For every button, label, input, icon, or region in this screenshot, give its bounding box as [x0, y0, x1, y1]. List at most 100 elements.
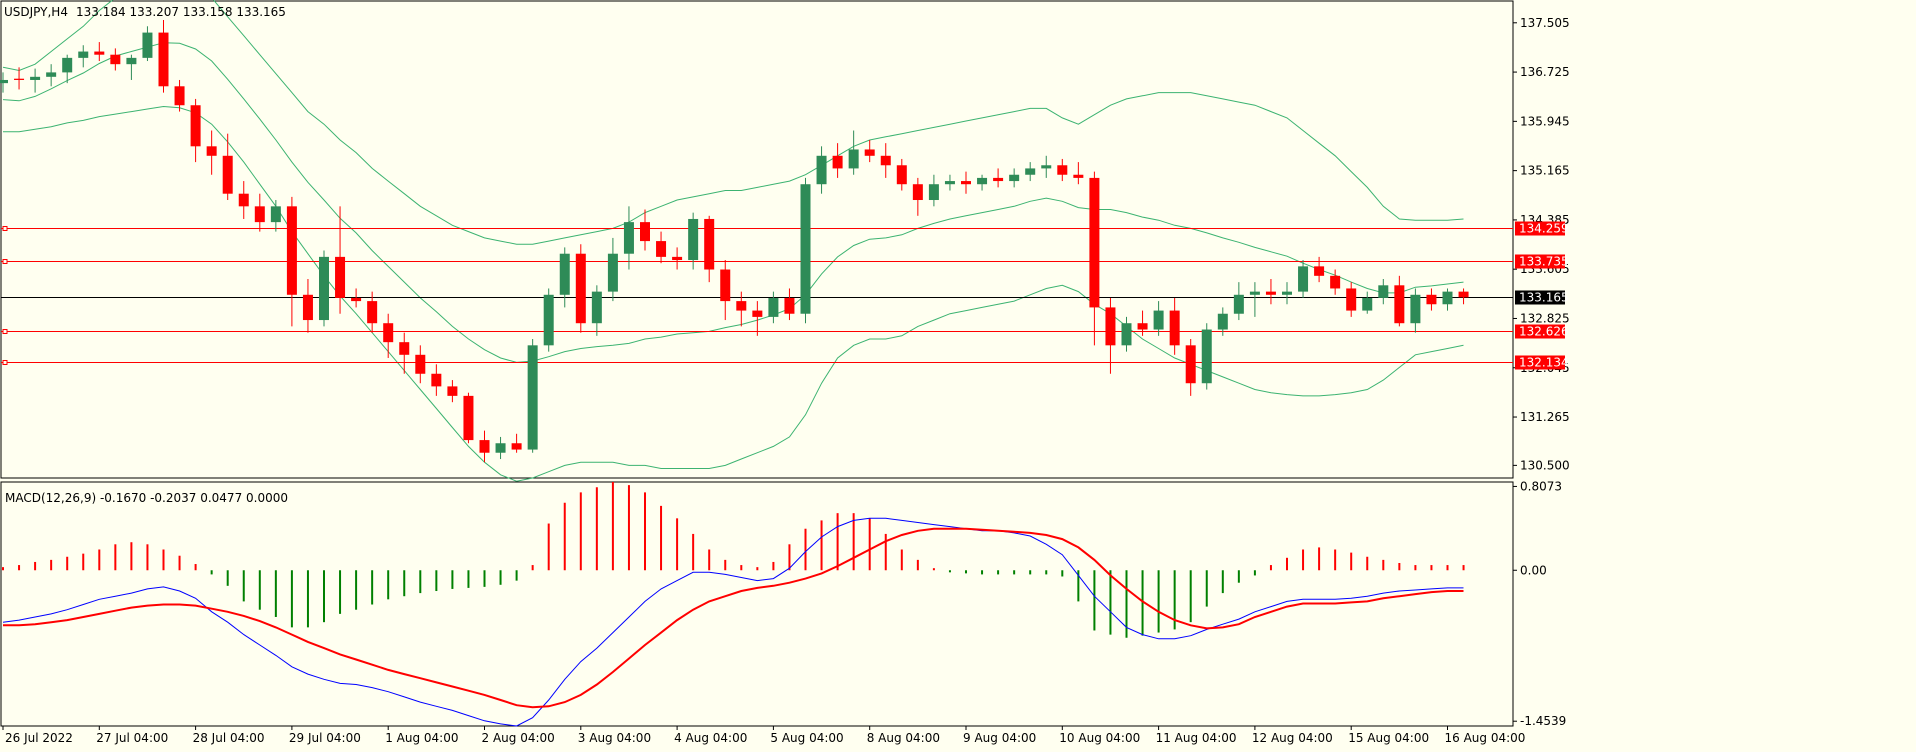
- candle: [1410, 288, 1421, 333]
- candle: [415, 345, 426, 384]
- candle-body: [656, 241, 667, 257]
- candle: [1249, 282, 1260, 317]
- candle: [880, 143, 891, 178]
- candle: [1442, 288, 1453, 311]
- candle-body: [78, 51, 89, 58]
- level-line-handle: [2, 360, 8, 365]
- candle: [864, 139, 875, 163]
- price-level-label: 133.165: [1519, 291, 1569, 305]
- bollinger-middle-line: [2, 42, 1464, 363]
- candle-body: [286, 206, 297, 295]
- candle-body: [0, 79, 8, 84]
- candle: [238, 181, 249, 219]
- candle: [110, 48, 121, 71]
- candle: [1153, 301, 1164, 336]
- candle: [1057, 158, 1068, 182]
- candle: [447, 380, 458, 403]
- macd-pane[interactable]: 0.8073 0.00 -1.4539: [0, 479, 1566, 728]
- time-axis-label: 26 Jul 2022: [5, 731, 73, 745]
- candle-body: [1362, 297, 1373, 311]
- candle-body: [993, 177, 1004, 182]
- candle-body: [1282, 291, 1292, 295]
- candle: [736, 291, 747, 327]
- candle: [206, 130, 217, 175]
- candle-body: [14, 78, 25, 80]
- candle: [800, 177, 811, 324]
- macd-title: MACD(12,26,9) -0.1670 -0.2037 0.0477 0.0…: [5, 491, 288, 505]
- candle-body: [511, 443, 522, 450]
- candle: [527, 339, 538, 453]
- time-axis-label: 27 Jul 04:00: [96, 731, 168, 745]
- candle-body: [447, 386, 458, 396]
- candle: [1314, 256, 1325, 283]
- candle-body: [1105, 307, 1116, 346]
- price-y-tick-label: 130.500: [1520, 458, 1570, 472]
- candle: [912, 177, 923, 216]
- candle: [190, 98, 201, 163]
- candle-body: [206, 146, 217, 156]
- price-level-label: 133.735: [1519, 255, 1569, 269]
- candle-body: [367, 301, 378, 324]
- candle: [1201, 323, 1212, 390]
- price-level-box-bg: [1515, 221, 1565, 236]
- price-level-box-bg: [1515, 290, 1565, 305]
- candle: [1458, 288, 1469, 305]
- macd-line: [2, 517, 1464, 727]
- candle-body: [479, 440, 490, 453]
- candle: [607, 237, 618, 302]
- candle: [0, 72, 8, 93]
- candle: [399, 332, 410, 374]
- price-pane-frame: [0, 0, 1514, 479]
- candle-body: [431, 373, 442, 387]
- candle-body: [174, 86, 185, 106]
- time-axis-label: 8 Aug 04:00: [867, 731, 940, 745]
- candle: [848, 130, 859, 175]
- candle: [1089, 171, 1100, 346]
- candle: [463, 392, 474, 444]
- candle-body: [1025, 168, 1036, 175]
- price-level-box: 133.165: [1515, 290, 1569, 305]
- candle: [351, 288, 362, 308]
- candle: [720, 260, 731, 321]
- candle-body: [495, 443, 506, 453]
- candle-body: [1121, 323, 1132, 346]
- candle: [1137, 310, 1148, 336]
- candle-body: [688, 218, 699, 261]
- candle: [1073, 162, 1084, 185]
- price-level-label: 132.626: [1519, 325, 1569, 339]
- candle: [1105, 297, 1116, 374]
- macd-y-tick-label: 0.00: [1520, 563, 1547, 577]
- candle: [1394, 275, 1405, 327]
- candle: [543, 288, 554, 352]
- candle-body: [1394, 285, 1405, 324]
- price-level-label: 134.259: [1519, 222, 1569, 236]
- price-chart-title: USDJPY,H4: [4, 5, 68, 19]
- level-line-handle: [2, 226, 8, 231]
- candle-body: [222, 155, 233, 194]
- time-axis-label: 12 Aug 04:00: [1252, 731, 1333, 745]
- candle: [270, 200, 281, 232]
- candle-body: [1265, 291, 1276, 295]
- candle-body: [1073, 174, 1084, 178]
- candle-body: [1410, 294, 1421, 324]
- candle: [768, 291, 779, 324]
- candle: [640, 209, 650, 251]
- candle: [1378, 278, 1389, 305]
- candle-body: [1057, 165, 1068, 175]
- price-y-tick-label: 136.725: [1520, 65, 1570, 79]
- candle-body: [640, 222, 650, 242]
- candle-body: [800, 184, 811, 314]
- price-level-label: 132.134: [1519, 356, 1569, 370]
- candle: [30, 68, 41, 93]
- macd-pane-frame: [0, 481, 1514, 727]
- candle: [78, 45, 89, 68]
- candle-body: [30, 76, 41, 80]
- candle: [623, 206, 634, 270]
- candle-body: [126, 57, 137, 65]
- price-pane[interactable]: 137.505136.725135.945135.165134.385133.6…: [0, 0, 1570, 482]
- candle: [62, 54, 73, 84]
- candle-body: [1330, 275, 1341, 289]
